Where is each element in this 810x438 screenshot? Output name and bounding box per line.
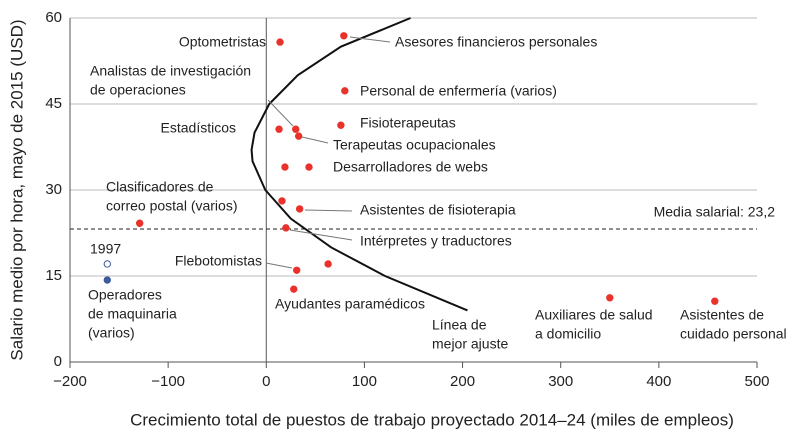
point-label: Ayudantes paramédicos bbox=[275, 296, 425, 312]
point-label: Estadísticos bbox=[161, 120, 236, 136]
data-point bbox=[606, 294, 614, 302]
data-point bbox=[290, 285, 298, 293]
point-label: Optometristas bbox=[179, 34, 266, 50]
data-point bbox=[293, 266, 301, 274]
y-tick-label: 30 bbox=[45, 181, 62, 198]
x-tick-label: 500 bbox=[744, 373, 769, 390]
point-label: Asistentes de bbox=[680, 307, 764, 323]
point-label: Intérpretes y traductores bbox=[360, 233, 512, 249]
x-tick-label: −100 bbox=[151, 373, 185, 390]
data-point bbox=[341, 87, 349, 95]
data-point bbox=[103, 276, 111, 284]
data-point bbox=[103, 260, 111, 268]
data-point bbox=[295, 205, 304, 213]
point-label: Asistentes de fisioterapia bbox=[360, 202, 516, 218]
point-label: Personal de enfermería (varios) bbox=[360, 83, 557, 99]
y-tick-label: 45 bbox=[45, 95, 62, 112]
data-point bbox=[135, 219, 144, 227]
point-label: a domicilio bbox=[535, 326, 601, 342]
point-label: Desarrolladores de webs bbox=[333, 159, 488, 175]
leader-line bbox=[349, 36, 391, 43]
x-tick-label: 400 bbox=[646, 373, 671, 390]
mean-label: Media salarial: 23,2 bbox=[654, 204, 776, 220]
point-label: cuidado personal bbox=[680, 326, 787, 342]
point-label: de operaciones bbox=[90, 82, 186, 98]
leader-line bbox=[289, 229, 353, 241]
point-label: Fisioterapeutas bbox=[360, 115, 456, 131]
data-point bbox=[340, 32, 348, 40]
y-tick-label: 0 bbox=[54, 353, 62, 370]
leader-line bbox=[267, 99, 294, 127]
point-label: (varios) bbox=[88, 325, 135, 341]
point-label: Clasificadores de bbox=[106, 179, 214, 195]
leader-line bbox=[304, 209, 353, 212]
point-label: de maquinaria bbox=[88, 306, 177, 322]
data-point bbox=[324, 260, 332, 268]
x-tick-label: −200 bbox=[53, 373, 87, 390]
point-label: correo postal (varios) bbox=[106, 198, 238, 214]
data-point bbox=[275, 125, 283, 133]
point-label: Asesores financieros personales bbox=[395, 34, 597, 50]
point-label: Flebotomistas bbox=[175, 253, 262, 269]
data-point bbox=[282, 224, 290, 232]
leader-line bbox=[265, 262, 293, 269]
y-tick-label: 15 bbox=[45, 267, 62, 284]
data-point bbox=[292, 125, 300, 133]
point-label: Terapeutas ocupacionales bbox=[333, 137, 496, 153]
x-tick-label: 200 bbox=[450, 373, 475, 390]
fit-line-label: Línea de bbox=[432, 317, 487, 333]
data-point bbox=[711, 297, 719, 305]
y-tick-label: 60 bbox=[45, 9, 62, 26]
data-point bbox=[305, 163, 313, 171]
leader-line bbox=[301, 136, 329, 144]
data-point bbox=[276, 38, 284, 46]
x-tick-label: 100 bbox=[352, 373, 377, 390]
data-point bbox=[337, 121, 345, 129]
x-axis-label: Crecimiento total de puestos de trabajo … bbox=[130, 410, 734, 429]
point-label: Auxiliares de salud bbox=[535, 307, 653, 323]
point-label: Analistas de investigación bbox=[90, 63, 251, 79]
data-point bbox=[278, 197, 286, 205]
x-tick-label: 0 bbox=[262, 373, 270, 390]
y-axis-label: Salario medio por hora, mayo de 2015 (US… bbox=[7, 19, 26, 360]
data-point bbox=[281, 163, 289, 171]
fit-line bbox=[250, 17, 468, 312]
fit-line-label: mejor ajuste bbox=[432, 336, 508, 352]
x-tick-label: 300 bbox=[548, 373, 573, 390]
point-label: Operadores bbox=[88, 287, 162, 303]
point-label: 1997 bbox=[90, 241, 121, 257]
data-point bbox=[294, 132, 303, 140]
